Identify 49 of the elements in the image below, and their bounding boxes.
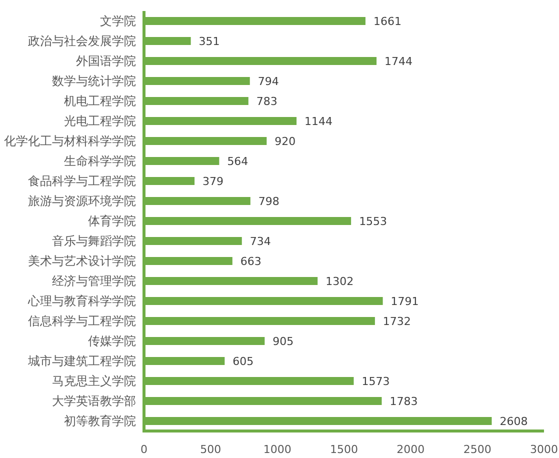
y-tick-label: 外国语学院 (76, 54, 136, 68)
y-tick-label: 机电工程学院 (64, 94, 136, 108)
data-label: 605 (232, 354, 254, 368)
y-tick-label: 马克思主义学院 (52, 374, 136, 388)
y-tick-label: 食品科学与工程学院 (28, 174, 136, 188)
data-label: 1744 (384, 54, 413, 68)
data-label: 798 (258, 194, 280, 208)
data-label: 379 (202, 174, 224, 188)
data-label: 920 (274, 134, 296, 148)
x-tick-label: 2000 (396, 442, 425, 456)
data-label: 1732 (382, 314, 411, 328)
x-tick-label: 0 (140, 442, 148, 456)
data-label: 351 (198, 34, 220, 48)
x-tick-label: 3000 (530, 442, 558, 456)
y-tick-label: 旅游与资源环境学院 (28, 194, 136, 208)
data-label: 2608 (500, 414, 528, 428)
data-label: 564 (227, 154, 248, 168)
data-label: 1783 (390, 394, 418, 408)
data-label: 663 (240, 254, 262, 268)
y-tick-label: 大学英语教学部 (52, 394, 136, 408)
data-label: 794 (258, 74, 279, 88)
data-label: 1661 (373, 14, 402, 28)
data-label: 734 (250, 234, 271, 248)
y-tick-label: 美术与艺术设计学院 (28, 254, 136, 268)
y-tick-label: 体育学院 (88, 214, 136, 228)
data-label: 1553 (359, 214, 388, 228)
data-label: 905 (272, 334, 294, 348)
y-tick-label: 初等教育学院 (64, 414, 136, 428)
x-tick-label: 500 (200, 442, 222, 456)
y-tick-label: 政治与社会发展学院 (28, 34, 136, 48)
y-tick-label: 化学化工与材料科学学院 (4, 134, 136, 148)
x-tick-label: 1000 (263, 442, 292, 456)
data-label: 1791 (390, 294, 419, 308)
y-tick-label: 生命科学学院 (64, 154, 136, 168)
y-tick-label: 数学与统计学院 (52, 74, 136, 88)
y-tick-label: 经济与管理学院 (52, 274, 136, 288)
data-label: 783 (256, 94, 278, 108)
y-tick-label: 传媒学院 (88, 334, 136, 348)
y-tick-label: 音乐与舞蹈学院 (52, 234, 136, 248)
y-tick-label: 信息科学与工程学院 (28, 314, 136, 328)
data-label: 1144 (304, 114, 333, 128)
data-label: 1302 (326, 274, 354, 288)
y-tick-label: 心理与教育科学学院 (27, 294, 136, 308)
x-tick-label: 2500 (463, 442, 492, 456)
y-tick-label: 文学院 (100, 14, 136, 28)
y-tick-label: 光电工程学院 (64, 114, 136, 128)
x-tick-label: 1500 (330, 442, 358, 456)
y-tick-label: 城市与建筑工程学院 (27, 354, 136, 368)
data-label: 1573 (362, 374, 390, 388)
